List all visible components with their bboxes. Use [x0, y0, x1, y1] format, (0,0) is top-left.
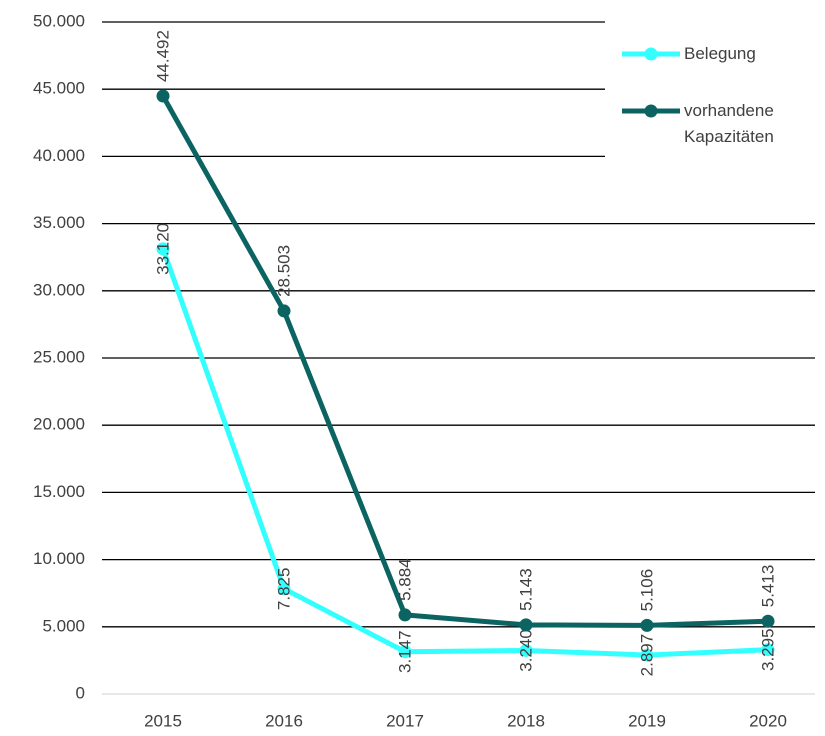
point	[640, 618, 654, 632]
point	[277, 582, 291, 596]
legend-marker	[644, 47, 658, 61]
data-label: 28.503	[274, 245, 293, 297]
x-tick-label: 2020	[749, 711, 787, 730]
y-tick-label: 10.000	[33, 549, 85, 568]
point	[640, 648, 654, 662]
point	[519, 618, 533, 632]
y-tick-label: 15.000	[33, 482, 85, 501]
y-tick-label: 50.000	[33, 11, 85, 30]
point	[156, 242, 170, 256]
y-tick-label: 30.000	[33, 280, 85, 299]
point	[519, 643, 533, 657]
point	[761, 614, 775, 628]
data-label: 3.240	[516, 629, 535, 672]
data-label: 5.143	[516, 568, 535, 611]
y-tick-label: 0	[76, 683, 85, 702]
x-tick-label: 2016	[265, 711, 303, 730]
data-label: 3.295	[758, 628, 777, 671]
legend-background	[605, 8, 820, 163]
data-label: 2.897	[637, 634, 656, 677]
data-label: 3.147	[395, 630, 414, 673]
data-label: 44.492	[153, 30, 172, 82]
y-tick-label: 20.000	[33, 415, 85, 434]
legend-label: vorhandene Kapazitäten	[684, 101, 774, 146]
y-tick-label: 40.000	[33, 146, 85, 165]
line	[160, 94, 769, 628]
x-tick-label: 2019	[628, 711, 666, 730]
legend-label: Belegung	[684, 44, 756, 63]
x-tick-label: 2015	[144, 711, 182, 730]
data-label: 7.825	[274, 568, 293, 611]
line	[160, 248, 769, 658]
x-tick-label: 2018	[507, 711, 545, 730]
data-label: 5.106	[637, 569, 656, 612]
point	[761, 643, 775, 657]
y-tick-label: 25.000	[33, 347, 85, 366]
y-tick-label: 45.000	[33, 79, 85, 98]
y-tick-label: 35.000	[33, 213, 85, 232]
data-label: 5.413	[758, 565, 777, 608]
data-label: 33.120	[153, 223, 172, 275]
x-tick-label: 2017	[386, 711, 424, 730]
data-label: 5.884	[395, 558, 414, 601]
point	[277, 304, 291, 318]
legend-marker	[644, 104, 658, 118]
point	[398, 645, 412, 659]
point	[398, 608, 412, 622]
point	[156, 89, 170, 103]
y-tick-label: 5.000	[42, 616, 85, 635]
